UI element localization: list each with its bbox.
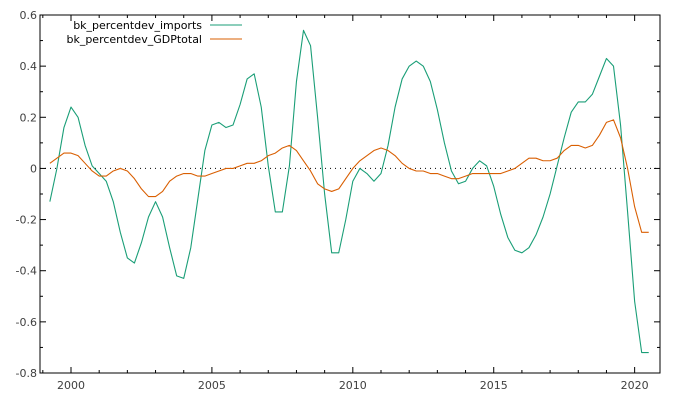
y-tick-label: 0 bbox=[30, 162, 37, 175]
y-tick-label: -0.4 bbox=[16, 265, 37, 278]
y-tick-label: 0.4 bbox=[20, 60, 38, 73]
y-tick-label: -0.8 bbox=[16, 367, 37, 380]
x-tick-label: 2005 bbox=[198, 379, 226, 392]
x-tick-label: 2010 bbox=[339, 379, 367, 392]
legend-label-2: bk_percentdev_GDPtotal bbox=[66, 33, 202, 46]
series-line-2 bbox=[49, 119, 649, 233]
x-tick-label: 2020 bbox=[621, 379, 649, 392]
x-tick-label: 2015 bbox=[480, 379, 508, 392]
legend: bk_percentdev_importsbk_percentdev_GDPto… bbox=[66, 19, 242, 46]
y-tick-label: 0.2 bbox=[20, 111, 38, 124]
y-tick-label: -0.6 bbox=[16, 316, 37, 329]
series-group bbox=[49, 29, 649, 354]
y-tick-label: 0.6 bbox=[20, 9, 38, 22]
legend-label-1: bk_percentdev_imports bbox=[73, 19, 202, 32]
y-tick-label: -0.2 bbox=[16, 214, 37, 227]
series-line-1 bbox=[49, 29, 649, 354]
x-axis-ticks: 2000 2005 2010 2015 2020 bbox=[42, 15, 649, 392]
y-axis-ticks: -0.8 -0.6 -0.4 -0.2 0 0.2 0.4 0.6 bbox=[16, 9, 660, 380]
x-tick-label: 2000 bbox=[57, 379, 85, 392]
